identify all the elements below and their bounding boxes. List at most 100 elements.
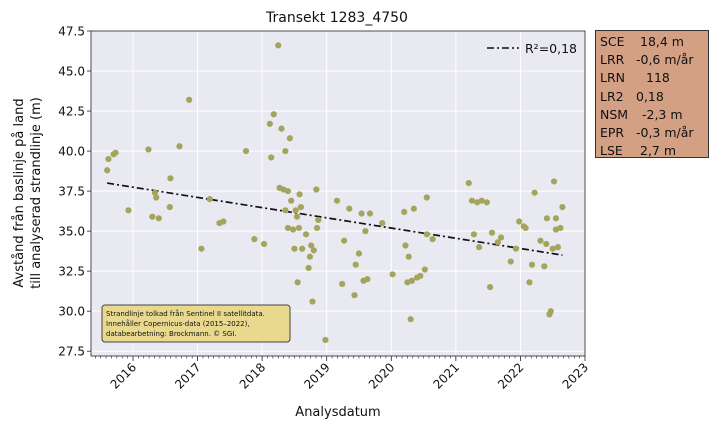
data-point	[166, 204, 173, 211]
data-point	[260, 240, 268, 248]
annotation-line-1: Strandlinje tolkad från Sentinel II sate…	[106, 309, 265, 318]
chart-title: Transekt 1283_4750	[265, 10, 408, 26]
data-point	[176, 143, 183, 150]
data-point	[547, 308, 554, 315]
data-point	[284, 224, 292, 232]
data-point	[410, 205, 417, 212]
data-point	[516, 218, 523, 225]
data-point	[407, 316, 414, 323]
data-point	[153, 194, 160, 201]
trend-layer	[107, 182, 563, 256]
data-point	[251, 236, 258, 243]
y-tick-label: 30.0	[58, 305, 85, 319]
data-point	[125, 207, 132, 214]
x-tick-label: 2021	[430, 360, 461, 391]
data-point	[465, 179, 472, 187]
data-point	[402, 242, 409, 249]
y-tick-label: 42.5	[58, 105, 85, 119]
x-tick-label: 2022	[495, 360, 526, 391]
data-point	[421, 266, 428, 273]
stat-value: 18,4 m	[640, 34, 684, 49]
x-tick-label: 2018	[237, 360, 268, 391]
legend: R²=0,18	[487, 41, 577, 56]
y-tick-label: 35.0	[58, 225, 85, 239]
data-point	[497, 234, 505, 241]
data-point	[322, 336, 329, 344]
data-point	[313, 224, 321, 232]
data-point	[305, 264, 312, 272]
data-point	[151, 189, 159, 196]
stat-row-lse: LSE 2,7 m	[600, 142, 704, 160]
x-tick-label: 2017	[172, 360, 203, 391]
data-point	[145, 146, 152, 153]
data-point	[405, 253, 412, 260]
data-point	[417, 272, 424, 280]
data-point	[105, 155, 112, 163]
y-tick-label: 27.5	[58, 345, 85, 359]
stat-key: LSE	[600, 143, 623, 159]
data-point	[206, 196, 213, 203]
y-tick-label: 47.5	[58, 25, 85, 39]
data-point	[104, 167, 111, 174]
data-point	[366, 210, 374, 217]
data-point	[339, 280, 346, 288]
data-point	[550, 178, 558, 185]
data-point	[242, 147, 250, 155]
data-point	[220, 218, 227, 225]
data-point	[552, 215, 560, 222]
data-point	[355, 250, 363, 257]
data-point	[186, 96, 193, 103]
data-point	[302, 231, 310, 238]
data-point	[507, 258, 514, 265]
annotation-line-3: databearbetning: Brockmann. © SGI.	[106, 330, 237, 338]
stat-value: -2,3 m	[642, 106, 683, 122]
data-point	[275, 42, 282, 49]
stat-row-epr: EPR -0,3 m/år	[600, 124, 704, 142]
data-point	[475, 244, 483, 251]
data-point	[282, 147, 289, 155]
data-point	[295, 224, 303, 232]
data-point	[543, 215, 551, 222]
data-point	[468, 197, 476, 204]
data-point	[478, 197, 485, 204]
annotation-box	[101, 304, 291, 343]
data-point	[198, 245, 205, 252]
data-point	[364, 276, 371, 283]
data-point	[293, 213, 301, 220]
data-point	[486, 284, 494, 291]
data-point	[290, 226, 297, 233]
x-tick-label: 2019	[301, 360, 332, 391]
data-point	[268, 154, 275, 161]
data-point	[297, 204, 304, 211]
data-point	[543, 240, 550, 248]
stat-value: -0,3 m/år	[636, 125, 694, 141]
stat-key: EPR	[600, 125, 625, 141]
data-point	[526, 279, 533, 286]
stat-value: -0,6 m/år	[636, 52, 694, 68]
stat-key: SCE	[600, 34, 625, 49]
data-point	[351, 292, 358, 299]
stat-key: LRR	[600, 52, 625, 68]
data-point	[266, 120, 273, 127]
data-point	[286, 135, 293, 142]
stat-row-nsm: NSM -2,3 m	[600, 106, 704, 124]
stat-value: 0,18	[636, 88, 664, 104]
data-point	[112, 149, 119, 156]
data-point	[559, 204, 566, 211]
data-point	[470, 231, 478, 238]
y-axis-label-line-2: till analyserad strandlinje (m)	[29, 97, 44, 289]
x-axis-label: Analysdatum	[295, 405, 380, 420]
source-annotation: Strandlinje tolkad från Sentinel II sate…	[101, 304, 291, 343]
data-point	[296, 191, 303, 198]
stat-row-lrr: LRR -0,6 m/år	[600, 51, 704, 69]
data-point	[306, 253, 314, 260]
data-point	[494, 239, 501, 246]
data-point	[309, 298, 316, 305]
stat-row-lrn: LRN 118	[600, 69, 704, 87]
data-point	[278, 125, 285, 132]
data-point	[288, 197, 295, 204]
stat-value: 118	[646, 70, 670, 86]
data-point	[294, 279, 301, 286]
y-tick-label: 32.5	[58, 265, 85, 279]
x-tick-label: 2020	[366, 360, 397, 391]
